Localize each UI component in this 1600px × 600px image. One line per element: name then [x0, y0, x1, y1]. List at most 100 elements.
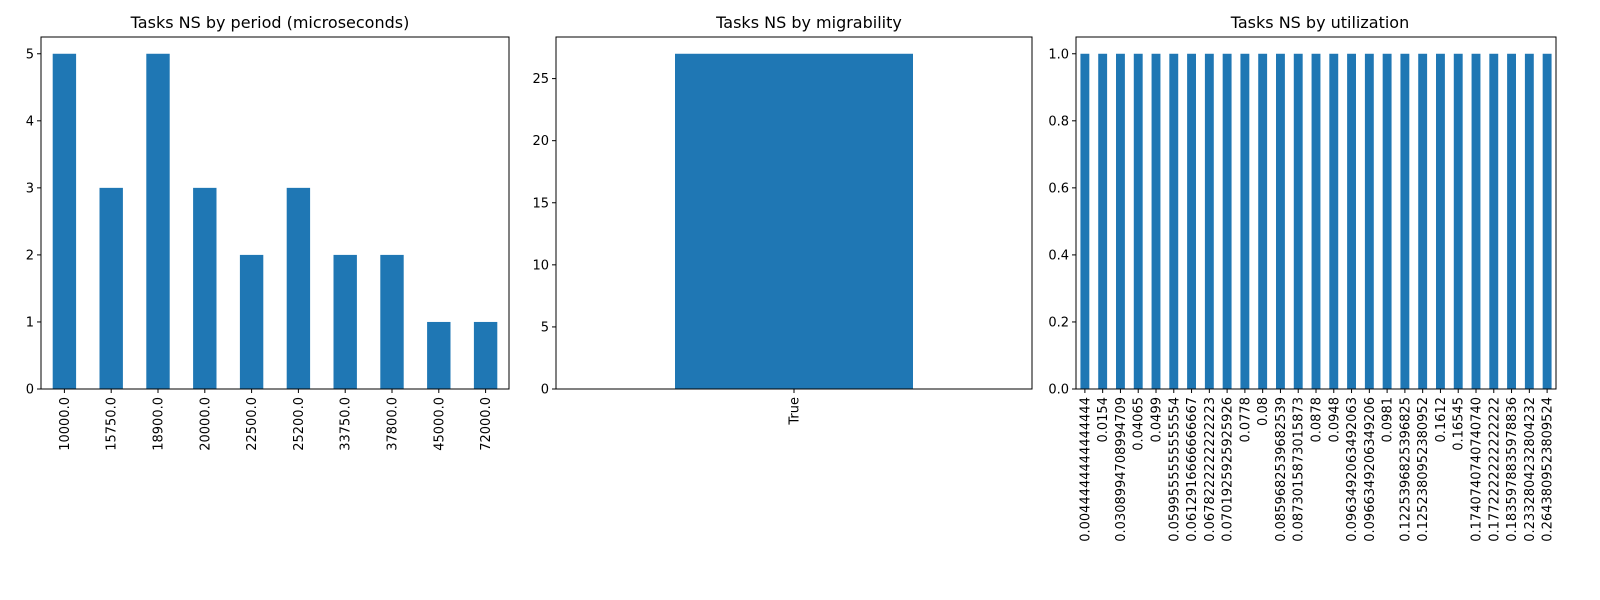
ytick-label-migrability-4: 20: [532, 134, 549, 149]
bar-utilization-6: [1187, 53, 1196, 389]
xtick-label-migrability-0: True: [788, 397, 803, 426]
ytick-label-utilization-5: 1.0: [1048, 47, 1069, 62]
xtick-label-utilization-11: 0.0859682539682539: [1274, 397, 1289, 542]
bar-utilization-11: [1276, 53, 1285, 389]
plot-area-utilization: 0.0 0.2 0.4 0.6 0.8 1.0 0.0044444444444444 0.01…: [1048, 36, 1557, 542]
axes-frame-period: [40, 36, 510, 390]
xtick-label-utilization-24: 0.1835978835978836: [1505, 397, 1520, 542]
xtick-label-period-0: 10000.0: [58, 397, 73, 451]
bar-period-2: [146, 53, 170, 389]
ytick-label-period-0: 0: [26, 383, 34, 398]
bar-utilization-23: [1489, 53, 1499, 389]
xtick-label-utilization-8: 0.0701925925925926: [1221, 397, 1236, 542]
bar-period-0: [52, 53, 77, 389]
xtick-label-utilization-14: 0.0948: [1327, 397, 1342, 443]
xtick-label-utilization-6: 0.0612916666666667: [1185, 397, 1200, 542]
bar-period-8: [427, 321, 451, 389]
bar-utilization-17: [1382, 53, 1392, 389]
bar-utilization-9: [1240, 53, 1250, 389]
bar-utilization-22: [1471, 53, 1481, 389]
bar-period-3: [193, 187, 217, 389]
xtick-label-utilization-9: 0.0778: [1238, 397, 1253, 443]
bar-utilization-0: [1080, 53, 1090, 389]
xtick-label-period-7: 37800.0: [386, 397, 401, 451]
xtick-label-utilization-2: 0.0308994708994709: [1114, 397, 1129, 542]
bar-period-9: [473, 321, 498, 389]
xtick-label-period-3: 20000.0: [198, 397, 213, 451]
bar-utilization-19: [1418, 53, 1428, 389]
xtick-label-utilization-19: 0.1252380952380952: [1416, 397, 1431, 542]
xtick-label-utilization-21: 0.16545: [1452, 397, 1467, 451]
xtick-label-utilization-25: 0.2332804232804232: [1523, 397, 1538, 542]
xtick-label-utilization-17: 0.0981: [1381, 397, 1396, 443]
subplot-utilization: Tasks NS by utilization 0.0 0.2 0.4 0.6 0.8 1…: [1048, 13, 1557, 542]
chart-title-utilization: Tasks NS by utilization: [1230, 13, 1409, 32]
bar-utilization-5: [1169, 53, 1179, 389]
xtick-label-utilization-4: 0.0499: [1150, 397, 1165, 443]
bar-utilization-13: [1311, 53, 1321, 389]
ytick-label-migrability-3: 15: [532, 196, 549, 211]
bar-utilization-24: [1507, 53, 1516, 389]
ytick-label-period-3: 3: [26, 181, 34, 196]
bar-utilization-10: [1258, 53, 1268, 389]
bar-utilization-8: [1222, 53, 1232, 389]
bar-utilization-26: [1542, 53, 1552, 389]
ytick-label-migrability-2: 10: [532, 258, 549, 273]
xtick-label-utilization-5: 0.0599555555555554: [1167, 397, 1182, 542]
ytick-label-migrability-0: 0: [541, 383, 549, 398]
bar-utilization-25: [1524, 53, 1534, 389]
bar-period-4: [239, 254, 264, 389]
bar-utilization-20: [1436, 53, 1445, 389]
xtick-label-utilization-26: 0.2643809523809524: [1541, 397, 1556, 542]
bar-migrability-0: [675, 53, 913, 389]
ytick-label-period-2: 2: [26, 248, 34, 263]
xtick-label-period-8: 45000.0: [432, 397, 447, 451]
xtick-label-utilization-16: 0.0966349206349206: [1363, 397, 1378, 542]
bar-utilization-21: [1453, 53, 1463, 389]
xtick-label-period-9: 72000.0: [479, 397, 494, 451]
xtick-label-utilization-10: 0.08: [1256, 397, 1271, 426]
xtick-label-utilization-13: 0.0878: [1310, 397, 1325, 443]
bar-period-7: [380, 254, 404, 389]
bar-utilization-3: [1133, 53, 1143, 389]
xtick-label-utilization-22: 0.1740740740740740: [1470, 397, 1485, 542]
ytick-label-period-1: 1: [26, 315, 34, 330]
bar-utilization-15: [1347, 53, 1356, 389]
ytick-label-migrability-1: 5: [541, 320, 549, 335]
bar-utilization-2: [1116, 53, 1125, 389]
ytick-label-utilization-2: 0.4: [1048, 248, 1069, 263]
bar-utilization-14: [1329, 53, 1339, 389]
xtick-label-period-4: 22500.0: [245, 397, 260, 451]
chart-title-period: Tasks NS by period (microseconds): [130, 13, 410, 32]
plot-area-period: 0 1 2 3 4 5 10000.0 15750.0 18900.0 20000.0 22500.…: [26, 36, 510, 451]
ytick-label-utilization-1: 0.2: [1048, 315, 1069, 330]
bar-utilization-4: [1151, 53, 1161, 389]
xtick-label-utilization-23: 0.1772222222222222: [1487, 397, 1502, 542]
ytick-label-period-5: 5: [26, 47, 34, 62]
xtick-label-utilization-1: 0.0154: [1096, 397, 1111, 443]
bar-utilization-18: [1400, 53, 1410, 389]
bar-period-5: [286, 187, 311, 389]
subplot-migrability: Tasks NS by migrability 0 5 10 15 20 25 True: [532, 13, 1033, 426]
bar-utilization-12: [1293, 53, 1303, 389]
xtick-label-utilization-3: 0.04065: [1132, 397, 1147, 451]
bar-utilization-1: [1098, 53, 1108, 389]
ytick-label-migrability-5: 25: [532, 72, 549, 87]
subplot-period: Tasks NS by period (microseconds) 012345…: [26, 13, 510, 451]
bar-period-6: [333, 254, 357, 389]
xtick-label-period-5: 25200.0: [292, 397, 307, 451]
xtick-label-utilization-15: 0.0963492063492063: [1345, 397, 1360, 542]
xtick-label-utilization-7: 0.0678222222222223: [1203, 397, 1218, 542]
chart-title-migrability: Tasks NS by migrability: [715, 13, 902, 32]
xtick-label-period-6: 33750.0: [339, 397, 354, 451]
plot-area-migrability: 0 5 10 15 20 25 True: [532, 36, 1033, 426]
xtick-label-period-1: 15750.0: [105, 397, 120, 451]
ytick-label-utilization-4: 0.8: [1048, 114, 1069, 129]
bar-period-1: [99, 187, 123, 389]
xtick-label-utilization-0: 0.0044444444444444: [1078, 397, 1093, 542]
ytick-label-period-4: 4: [26, 114, 34, 129]
xtick-label-utilization-20: 0.1612: [1434, 397, 1449, 443]
xtick-label-utilization-12: 0.0873015873015873: [1292, 397, 1307, 542]
xtick-label-utilization-18: 0.1225396825396825: [1398, 397, 1413, 542]
